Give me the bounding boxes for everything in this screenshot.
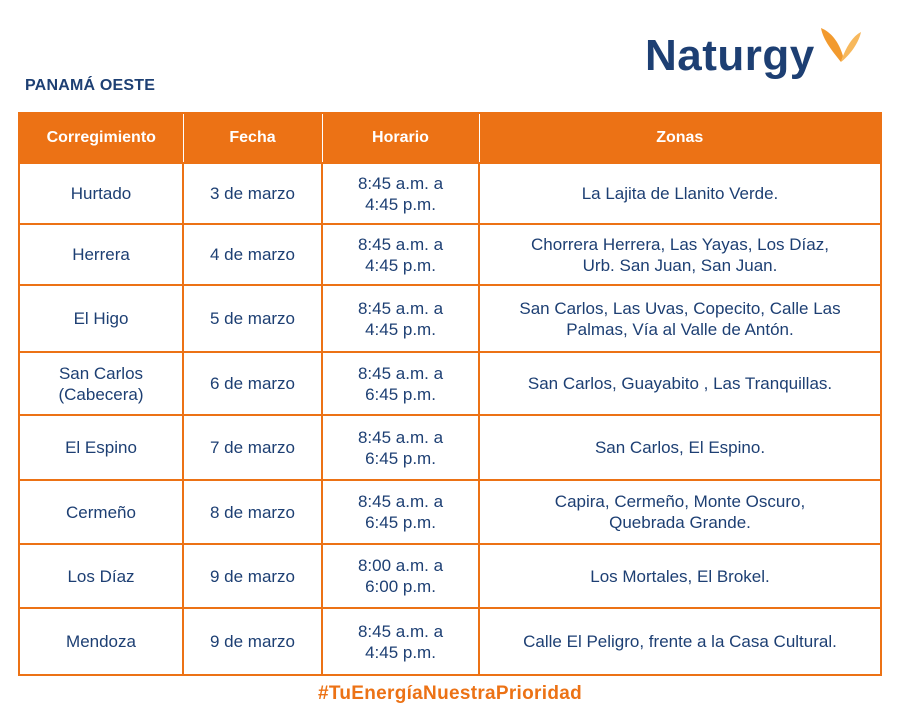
cell-corregimiento: San Carlos (Cabecera) bbox=[18, 351, 184, 416]
cell-zonas-line: San Carlos, Las Uvas, Copecito, Calle La… bbox=[519, 298, 841, 318]
cell-horario-line: 4:45 p.m. bbox=[365, 194, 436, 214]
cell-zonas: San Carlos, Las Uvas, Copecito, Calle La… bbox=[478, 284, 882, 353]
cell-horario-line: 4:45 p.m. bbox=[365, 319, 436, 339]
cell-horario-line: 8:45 a.m. a bbox=[357, 298, 444, 318]
cell-zonas: Calle El Peligro, frente a la Casa Cultu… bbox=[478, 607, 882, 676]
header-zonas: Zonas bbox=[478, 112, 882, 164]
cell-horario: 8:45 a.m. a 4:45 p.m. bbox=[321, 607, 480, 676]
cell-corregimiento: El Higo bbox=[18, 284, 184, 353]
region-title: PANAMÁ OESTE bbox=[25, 77, 156, 94]
cell-horario-line: 8:00 a.m. a bbox=[357, 556, 444, 575]
cell-fecha-text: 9 de marzo bbox=[209, 632, 296, 651]
cell-horario-line: 4:45 p.m. bbox=[365, 642, 436, 662]
cell-corregimiento: El Espino bbox=[18, 414, 184, 481]
table-row: San Carlos (Cabecera) 6 de marzo 8:45 a.m. … bbox=[18, 351, 882, 416]
cell-horario-line: 8:45 a.m. a bbox=[357, 492, 444, 511]
cell-horario-line: 6:45 p.m. bbox=[365, 513, 436, 532]
brand-name: Naturgy bbox=[645, 31, 815, 80]
cell-zonas-line: Quebrada Grande. bbox=[609, 513, 751, 532]
schedule-table: Corregimiento Fecha Horario Zonas Hurtad… bbox=[18, 112, 882, 676]
table-row: Cermeño 8 de marzo 8:45 a.m. a 6:45 p.m. Cap… bbox=[18, 479, 882, 545]
cell-horario: 8:45 a.m. a 4:45 p.m. bbox=[321, 223, 480, 286]
butterfly-icon bbox=[820, 28, 861, 62]
cell-zonas-line: Calle El Peligro, frente a la Casa Cultu… bbox=[523, 632, 837, 651]
cell-zonas-line: Urb. San Juan, San Juan. bbox=[582, 255, 778, 275]
cell-fecha: 8 de marzo bbox=[182, 479, 323, 545]
cell-corregimiento: Herrera bbox=[18, 223, 184, 286]
cell-fecha-text: 8 de marzo bbox=[209, 502, 296, 522]
cell-horario: 8:00 a.m. a 6:00 p.m. bbox=[321, 543, 480, 609]
cell-horario: 8:45 a.m. a 4:45 p.m. bbox=[321, 284, 480, 353]
cell-corregimiento-line: Mendoza bbox=[66, 632, 136, 651]
hashtag-caption: #TuEnergíaNuestraPrioridad bbox=[317, 683, 582, 704]
header-horario: Horario bbox=[321, 112, 480, 164]
table-row: El Espino 7 de marzo 8:45 a.m. a 6:45 p.m. S… bbox=[18, 414, 882, 481]
cell-corregimiento-line: San Carlos bbox=[58, 363, 144, 383]
table-row: Hurtado 3 de marzo 8:45 a.m. a 4:45 p.m. La … bbox=[18, 162, 882, 225]
cell-zonas-line: San Carlos, Guayabito , Las Tranquillas. bbox=[527, 374, 833, 393]
cell-corregimiento-line: Cermeño bbox=[66, 502, 136, 522]
cell-corregimiento-line: El Higo bbox=[73, 309, 129, 328]
cell-zonas-line: Los Mortales, El Brokel. bbox=[590, 566, 770, 586]
cell-corregimiento: Hurtado bbox=[18, 162, 184, 225]
table-row: Herrera 4 de marzo 8:45 a.m. a 4:45 p.m. Cho… bbox=[18, 223, 882, 286]
cell-zonas-line: San Carlos, El Espino. bbox=[594, 438, 766, 457]
header-fecha: Fecha bbox=[182, 112, 323, 164]
cell-horario-line: 8:45 a.m. a bbox=[357, 234, 444, 254]
table-row: El Higo 5 de marzo 8:45 a.m. a 4:45 p.m. San… bbox=[18, 284, 882, 353]
cell-fecha: 6 de marzo bbox=[182, 351, 323, 416]
cell-horario: 8:45 a.m. a 4:45 p.m. bbox=[321, 162, 480, 225]
header-corregimiento: Corregimiento bbox=[18, 112, 184, 164]
cell-corregimiento: Mendoza bbox=[18, 607, 184, 676]
cell-zonas: San Carlos, El Espino. bbox=[478, 414, 882, 481]
cell-fecha: 7 de marzo bbox=[182, 414, 323, 481]
cell-fecha: 9 de marzo bbox=[182, 543, 323, 609]
cell-zonas-line: Palmas, Vía al Valle de Antón. bbox=[566, 319, 794, 339]
cell-horario: 8:45 a.m. a 6:45 p.m. bbox=[321, 479, 480, 545]
cell-horario-line: 8:45 a.m. a bbox=[357, 621, 444, 641]
cell-corregimiento-line: El Espino bbox=[65, 438, 137, 457]
cell-horario: 8:45 a.m. a 6:45 p.m. bbox=[321, 414, 480, 481]
cell-fecha: 4 de marzo bbox=[182, 223, 323, 286]
cell-zonas-line: La Lajita de Llanito Verde. bbox=[581, 184, 779, 203]
cell-zonas-line: Chorrera Herrera, Las Yayas, Los Díaz, bbox=[531, 234, 829, 254]
cell-fecha-text: 5 de marzo bbox=[209, 309, 296, 328]
table-row: Los Díaz 9 de marzo 8:00 a.m. a 6:00 p.m. Lo… bbox=[18, 543, 882, 609]
cell-zonas: La Lajita de Llanito Verde. bbox=[478, 162, 882, 225]
brand-logo: Naturgy bbox=[645, 26, 863, 78]
cell-fecha-text: 6 de marzo bbox=[209, 374, 296, 393]
cell-corregimiento: Cermeño bbox=[18, 479, 184, 545]
table-row: Mendoza 9 de marzo 8:45 a.m. a 4:45 p.m. Cal… bbox=[18, 607, 882, 676]
cell-fecha: 5 de marzo bbox=[182, 284, 323, 353]
cell-horario: 8:45 a.m. a 6:45 p.m. bbox=[321, 351, 480, 416]
cell-zonas-line: Capira, Cermeño, Monte Oscuro, bbox=[554, 492, 806, 511]
cell-horario-line: 6:45 p.m. bbox=[365, 384, 436, 404]
cell-horario-line: 8:45 a.m. a bbox=[357, 173, 444, 193]
cell-horario-line: 4:45 p.m. bbox=[365, 255, 436, 275]
cell-corregimiento-line: Hurtado bbox=[70, 184, 132, 203]
cell-zonas: Chorrera Herrera, Las Yayas, Los Díaz, Ur… bbox=[478, 223, 882, 286]
cell-fecha: 3 de marzo bbox=[182, 162, 323, 225]
cell-fecha-text: 3 de marzo bbox=[209, 184, 296, 203]
cell-horario-line: 6:00 p.m. bbox=[365, 577, 436, 596]
cell-zonas: Los Mortales, El Brokel. bbox=[478, 543, 882, 609]
cell-corregimiento-line: Los Díaz bbox=[67, 566, 135, 586]
cell-corregimiento-line: (Cabecera) bbox=[58, 384, 144, 404]
cell-horario-line: 6:45 p.m. bbox=[365, 448, 436, 468]
cell-fecha: 9 de marzo bbox=[182, 607, 323, 676]
cell-fecha-text: 9 de marzo bbox=[209, 566, 296, 586]
cell-corregimiento-line: Herrera bbox=[72, 245, 130, 264]
cell-fecha-text: 7 de marzo bbox=[209, 438, 296, 457]
cell-zonas: San Carlos, Guayabito , Las Tranquillas. bbox=[478, 351, 882, 416]
cell-zonas: Capira, Cermeño, Monte Oscuro, Quebrada G… bbox=[478, 479, 882, 545]
cell-fecha-text: 4 de marzo bbox=[209, 245, 296, 264]
cell-horario-line: 8:45 a.m. a bbox=[357, 363, 444, 383]
table-header-row: Corregimiento Fecha Horario Zonas bbox=[18, 112, 882, 164]
cell-horario-line: 8:45 a.m. a bbox=[357, 427, 444, 447]
cell-corregimiento: Los Díaz bbox=[18, 543, 184, 609]
